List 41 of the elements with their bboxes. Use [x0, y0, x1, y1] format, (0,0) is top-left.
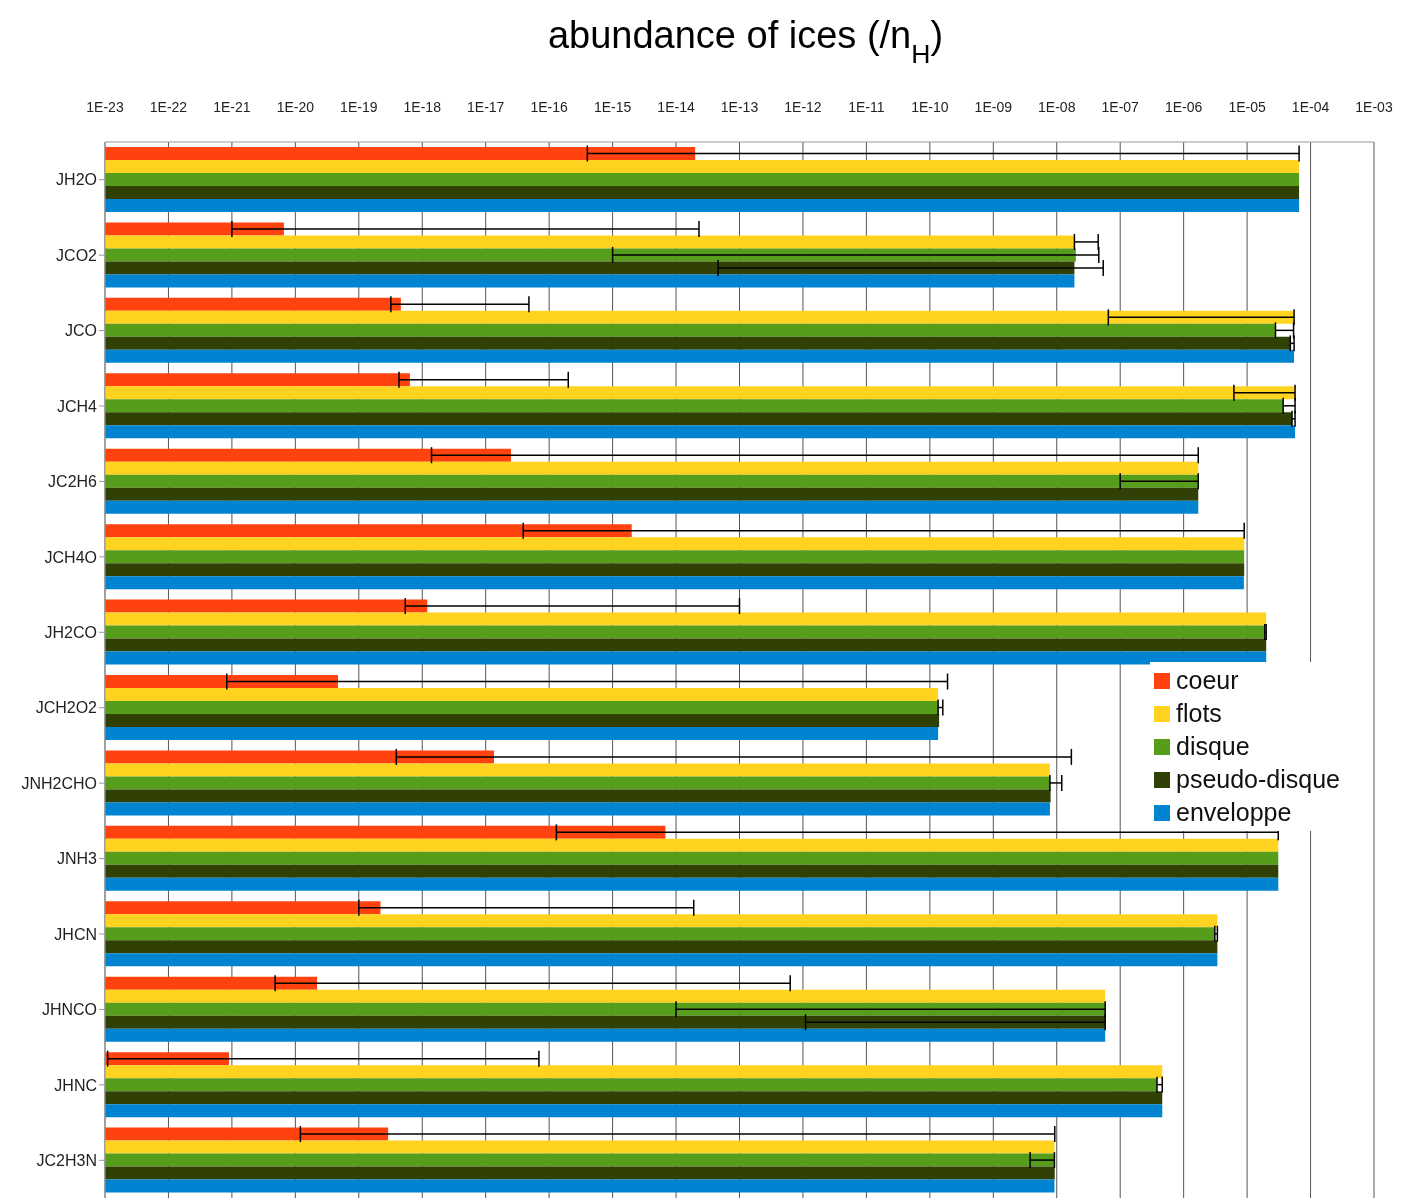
legend-label: disque — [1175, 731, 1251, 762]
x-tick-label: 1E-04 — [1291, 99, 1330, 115]
y-tick-label: JCH2O2 — [35, 699, 98, 717]
x-tick-label: 1E-06 — [1164, 99, 1203, 115]
x-tick-label: 1E-03 — [1355, 99, 1393, 115]
y-tick-label: JH2O — [56, 171, 97, 189]
x-tick-label: 1E-10 — [911, 99, 949, 115]
x-tick-label: 1E-17 — [467, 99, 505, 115]
x-tick-label: 1E-19 — [340, 99, 378, 115]
y-tick-label: JNH2CHO — [21, 774, 97, 792]
x-tick-label: 1E-18 — [403, 99, 442, 115]
x-tick-label: 1E-16 — [530, 99, 569, 115]
y-tick-label: JC2H3N — [36, 1151, 97, 1169]
legend-label: flots — [1175, 698, 1223, 729]
x-tick-label: 1E-21 — [213, 99, 251, 115]
x-tick-label: 1E-08 — [1038, 99, 1076, 115]
x-tick-label: 1E-13 — [720, 99, 759, 115]
y-tick-label: JHCN — [54, 925, 97, 943]
y-tick-label: JCO — [65, 322, 97, 340]
chart-title: abundance of ices (/n$_{H}$) — [547, 14, 944, 69]
y-tick-label: JNH3 — [56, 850, 98, 868]
x-tick-label: 1E-12 — [784, 99, 822, 115]
x-tick-label: 1E-07 — [1101, 99, 1140, 115]
y-tick-label: JHNC — [54, 1076, 97, 1094]
x-tick-label: 1E-05 — [1228, 99, 1266, 115]
x-tick-label: 1E-22 — [149, 99, 188, 115]
x-tick-label: 1E-23 — [86, 99, 124, 115]
x-tick-label: 1E-20 — [276, 99, 315, 115]
y-tick-label: JH2CO — [44, 623, 97, 641]
y-tick-label: JCH4O — [44, 548, 97, 566]
y-tick-label: JCO2 — [56, 246, 98, 264]
x-tick-label: 1E-14 — [657, 99, 695, 115]
x-tick-label: 1E-09 — [974, 99, 1013, 115]
y-tick-label: JHNCO — [41, 1001, 97, 1019]
legend-label: pseudo-disque — [1175, 764, 1341, 795]
legend-label: enveloppe — [1175, 797, 1293, 828]
y-tick-label: JC2H6 — [48, 473, 98, 491]
x-tick-label: 1E-11 — [848, 99, 885, 115]
legend-label: coeur — [1175, 665, 1240, 696]
x-tick-label: 1E-15 — [593, 99, 632, 115]
y-tick-label: JCH4 — [56, 397, 98, 415]
